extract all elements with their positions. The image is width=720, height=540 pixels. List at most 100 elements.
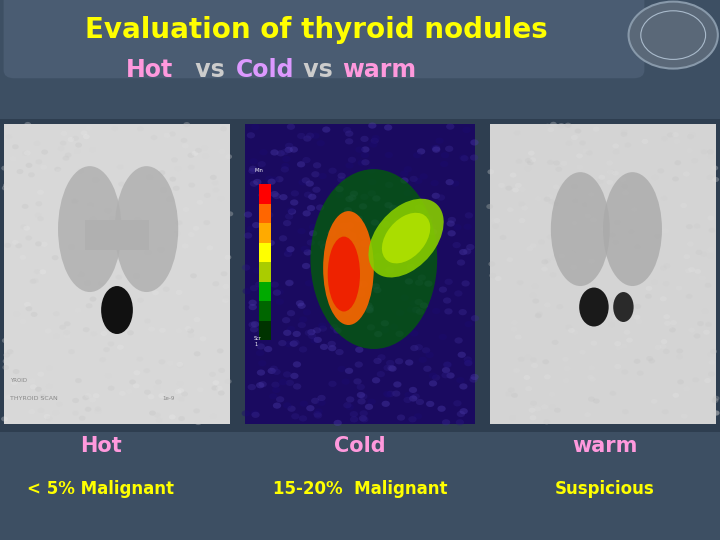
- Circle shape: [11, 380, 18, 385]
- Circle shape: [86, 303, 93, 308]
- Circle shape: [689, 353, 696, 359]
- Circle shape: [418, 357, 427, 363]
- Circle shape: [372, 195, 381, 201]
- Circle shape: [272, 387, 280, 393]
- Circle shape: [54, 167, 61, 172]
- Circle shape: [412, 307, 420, 313]
- Circle shape: [117, 328, 124, 333]
- Circle shape: [304, 192, 312, 198]
- Circle shape: [528, 408, 536, 413]
- Circle shape: [670, 320, 677, 325]
- Circle shape: [64, 321, 71, 326]
- Circle shape: [707, 254, 714, 259]
- Circle shape: [500, 235, 506, 240]
- Circle shape: [621, 184, 628, 189]
- Circle shape: [591, 282, 598, 288]
- Circle shape: [5, 394, 12, 400]
- Circle shape: [675, 286, 683, 291]
- Circle shape: [648, 359, 655, 363]
- Circle shape: [359, 415, 367, 421]
- Circle shape: [359, 281, 368, 287]
- Circle shape: [459, 154, 467, 160]
- Circle shape: [506, 257, 513, 262]
- Circle shape: [464, 360, 472, 366]
- Circle shape: [436, 229, 444, 235]
- Circle shape: [360, 416, 369, 422]
- Circle shape: [86, 126, 92, 131]
- Circle shape: [512, 246, 518, 251]
- Circle shape: [691, 158, 698, 163]
- Circle shape: [636, 319, 642, 324]
- Circle shape: [225, 379, 232, 384]
- Circle shape: [53, 311, 60, 316]
- Circle shape: [35, 213, 42, 218]
- Circle shape: [68, 349, 75, 354]
- Circle shape: [508, 387, 515, 393]
- Circle shape: [169, 233, 176, 238]
- Circle shape: [201, 145, 208, 151]
- Circle shape: [102, 329, 109, 334]
- Circle shape: [297, 303, 306, 309]
- Circle shape: [395, 358, 403, 365]
- Circle shape: [307, 205, 315, 211]
- Circle shape: [359, 393, 367, 400]
- Circle shape: [120, 240, 127, 245]
- Circle shape: [252, 222, 261, 228]
- Circle shape: [507, 207, 513, 212]
- Circle shape: [687, 134, 694, 139]
- Circle shape: [387, 365, 395, 371]
- Circle shape: [244, 232, 252, 239]
- Circle shape: [121, 232, 128, 237]
- Circle shape: [75, 378, 82, 383]
- Bar: [258, 204, 271, 223]
- Circle shape: [104, 208, 112, 213]
- Circle shape: [279, 379, 287, 386]
- Circle shape: [407, 307, 415, 313]
- Circle shape: [338, 366, 346, 372]
- Circle shape: [86, 331, 94, 336]
- Circle shape: [283, 372, 292, 377]
- Circle shape: [389, 250, 397, 256]
- Circle shape: [693, 224, 701, 228]
- Circle shape: [629, 2, 718, 69]
- Circle shape: [553, 184, 559, 190]
- Circle shape: [200, 261, 207, 266]
- Text: warm: warm: [342, 58, 416, 82]
- Circle shape: [445, 146, 454, 152]
- Circle shape: [443, 361, 451, 368]
- Circle shape: [190, 273, 197, 278]
- Circle shape: [470, 154, 478, 161]
- Circle shape: [652, 175, 659, 180]
- Circle shape: [271, 281, 279, 288]
- Circle shape: [446, 220, 455, 227]
- Circle shape: [554, 142, 562, 147]
- Circle shape: [432, 193, 440, 199]
- Circle shape: [699, 275, 706, 281]
- Circle shape: [424, 281, 433, 287]
- Circle shape: [711, 398, 719, 403]
- Circle shape: [187, 328, 194, 333]
- Circle shape: [126, 389, 132, 394]
- Circle shape: [557, 304, 563, 309]
- Circle shape: [410, 330, 418, 336]
- Circle shape: [525, 355, 531, 360]
- Circle shape: [510, 172, 516, 178]
- Circle shape: [227, 211, 233, 217]
- Circle shape: [144, 390, 150, 395]
- Circle shape: [689, 132, 696, 137]
- Circle shape: [552, 340, 559, 345]
- Circle shape: [72, 410, 79, 416]
- Circle shape: [86, 206, 93, 211]
- Circle shape: [686, 148, 693, 153]
- Circle shape: [605, 313, 611, 318]
- Circle shape: [654, 234, 661, 239]
- Circle shape: [74, 149, 81, 154]
- Circle shape: [244, 212, 252, 218]
- Circle shape: [385, 182, 393, 188]
- Circle shape: [285, 143, 293, 149]
- Circle shape: [577, 302, 583, 307]
- Circle shape: [357, 291, 365, 296]
- Circle shape: [91, 331, 97, 336]
- Circle shape: [685, 294, 693, 299]
- Circle shape: [197, 387, 204, 392]
